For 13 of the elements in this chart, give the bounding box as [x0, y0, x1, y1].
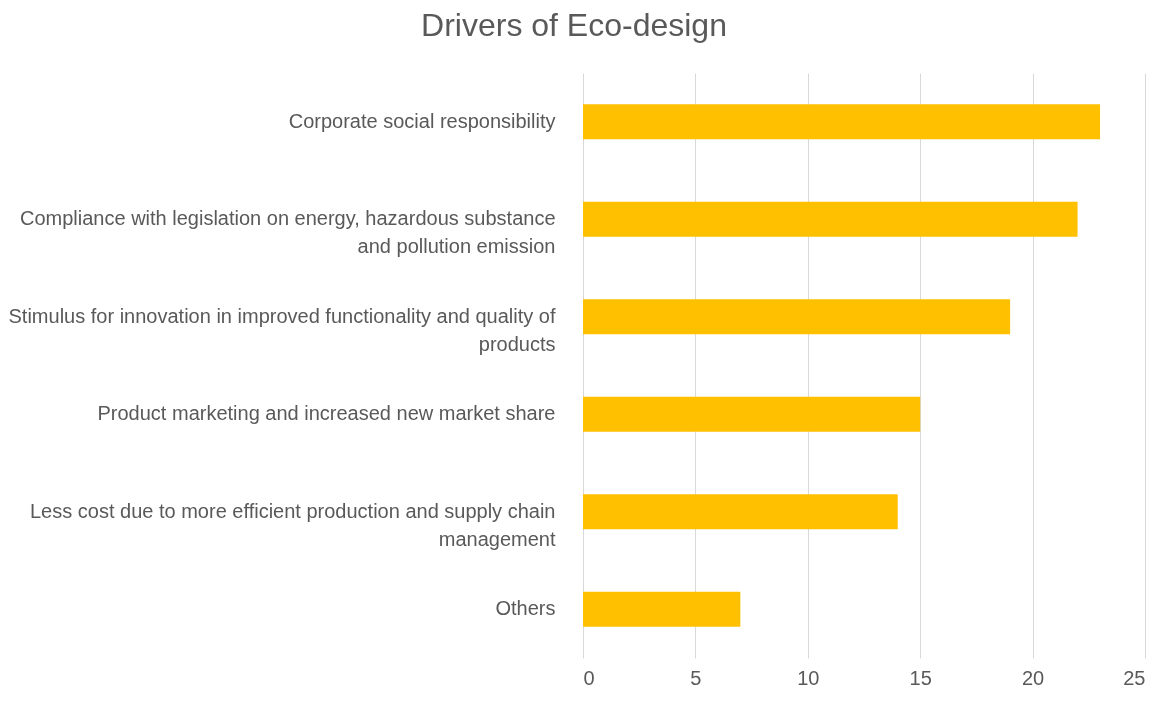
x-tick-label: 5	[690, 666, 702, 689]
y-tick-label: Corporate social responsibility	[288, 109, 556, 132]
y-tick-label: Less cost due to more efficient production and supply chain management	[29, 499, 556, 550]
x-tick-label: 15	[909, 666, 932, 689]
x-tick-label: 0	[583, 666, 595, 689]
y-tick-label: Product marketing and increased new market share	[97, 402, 556, 425]
y-tick-label: Others	[495, 597, 556, 620]
x-tick-label: 10	[797, 666, 820, 689]
y-tick-label: Compliance with legislation on energy, hazardous substance and pollution emission	[20, 207, 556, 258]
chart-title: Drivers of Eco-design	[421, 7, 727, 43]
x-tick-label: 20	[1021, 666, 1045, 689]
y-tick-label: Stimulus for innovation in improved functionality and quality of products	[8, 304, 556, 355]
x-tick-label: 25	[1123, 666, 1146, 689]
